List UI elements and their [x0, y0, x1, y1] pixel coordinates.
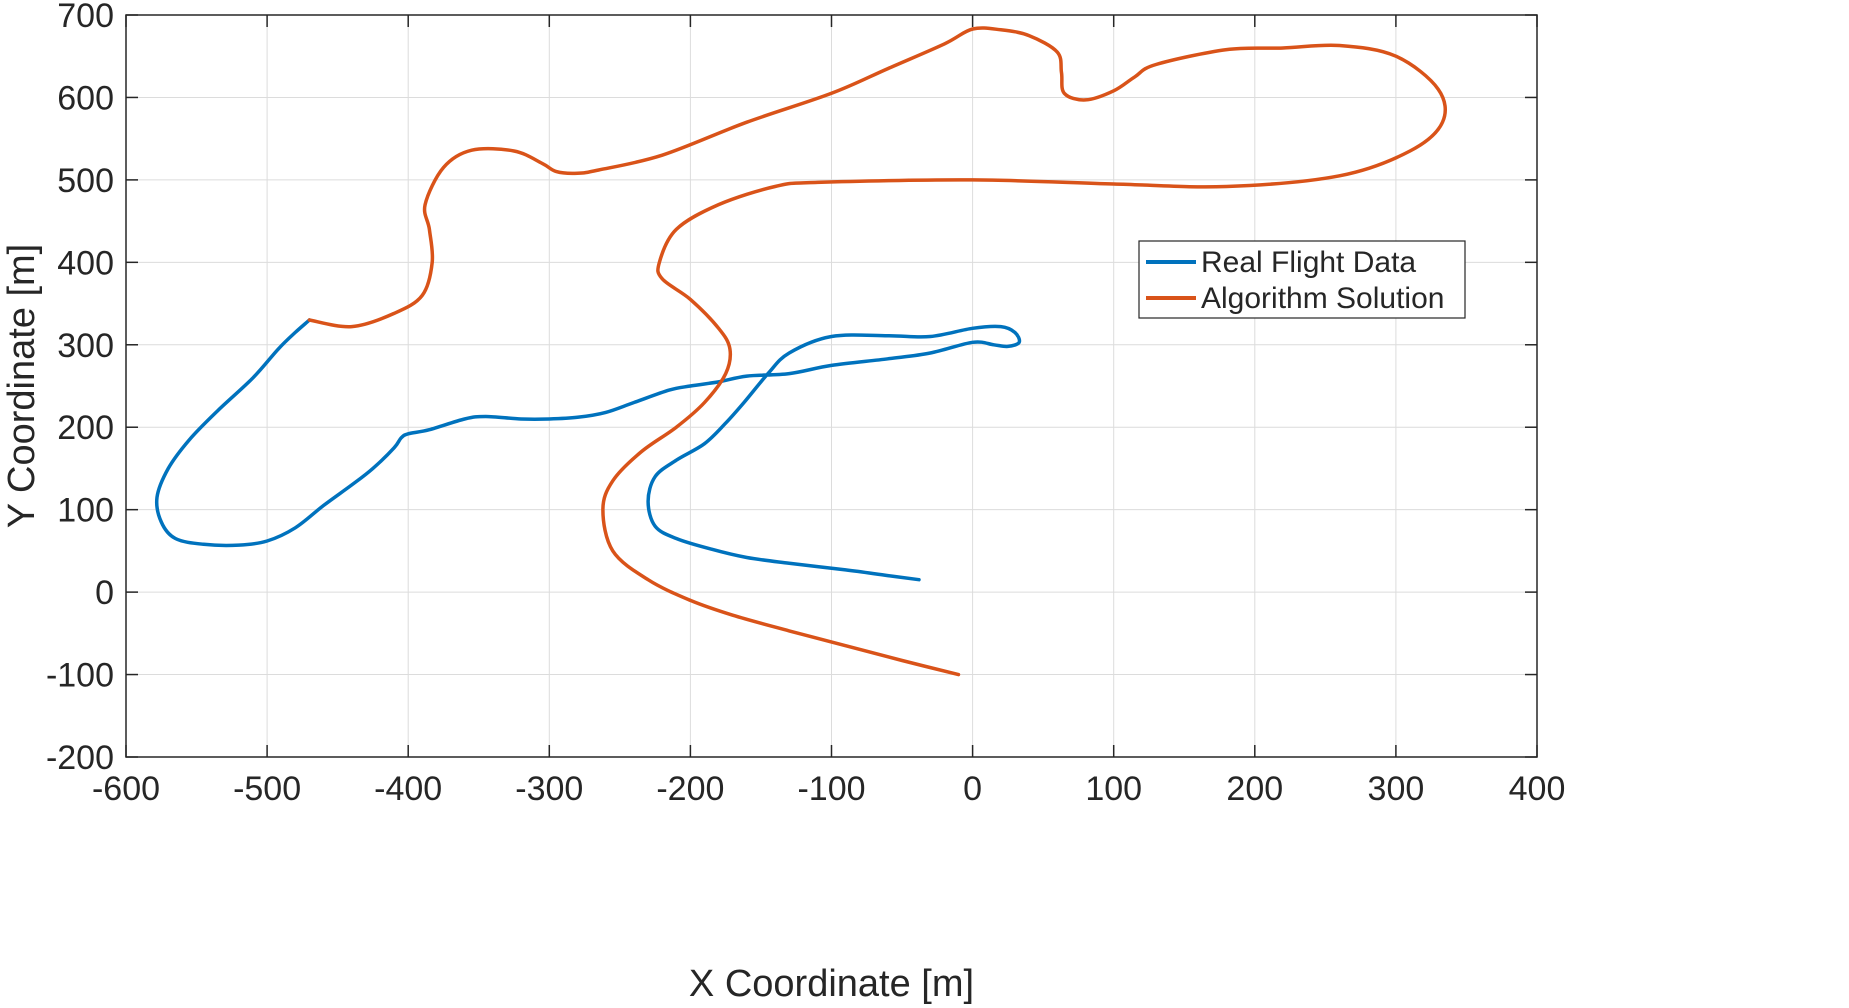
- series-line-algorithm-solution: [307, 26, 1448, 677]
- x-tick-label: -300: [515, 770, 583, 808]
- legend-label-algorithm-solution: Algorithm Solution: [1201, 282, 1444, 315]
- x-tick-label: 400: [1509, 770, 1566, 808]
- series-layer: [154, 26, 1448, 677]
- y-tick-label: 100: [57, 492, 114, 530]
- grid: [125, 14, 1538, 758]
- x-tick-label: -500: [233, 770, 301, 808]
- axis-ticks: [125, 14, 1538, 758]
- y-tick-label: 700: [57, 0, 114, 35]
- y-tick-label: 400: [57, 244, 114, 282]
- tick-labels: -600 -500 -400 -300 -200 -100 0 100 200 300 400 -20…: [46, 0, 1565, 808]
- x-tick-label: -100: [797, 770, 865, 808]
- y-tick-label: 600: [57, 79, 114, 117]
- legend: Real Flight Data Algorithm Solution: [1138, 240, 1466, 319]
- y-tick-label: 0: [95, 574, 114, 612]
- x-tick-label: 100: [1085, 770, 1142, 808]
- y-tick-label: 300: [57, 327, 114, 365]
- y-tick-label: 500: [57, 162, 114, 200]
- x-tick-label: 200: [1226, 770, 1283, 808]
- y-axis-label: Y Coordinate [m]: [1, 244, 43, 528]
- x-tick-label: 0: [963, 770, 982, 808]
- x-tick-label: -400: [374, 770, 442, 808]
- y-tick-label: 200: [57, 409, 114, 447]
- x-tick-label: -200: [656, 770, 724, 808]
- series-line-real-flight-data: [154, 318, 1022, 582]
- x-axis-label: X Coordinate [m]: [689, 963, 974, 1005]
- legend-label-real-flight-data: Real Flight Data: [1201, 246, 1416, 279]
- legend-box: [1138, 240, 1466, 319]
- x-tick-label: 300: [1368, 770, 1425, 808]
- y-tick-label: -100: [46, 657, 114, 695]
- y-tick-label: -200: [46, 739, 114, 777]
- x-tick-label: -600: [92, 770, 160, 808]
